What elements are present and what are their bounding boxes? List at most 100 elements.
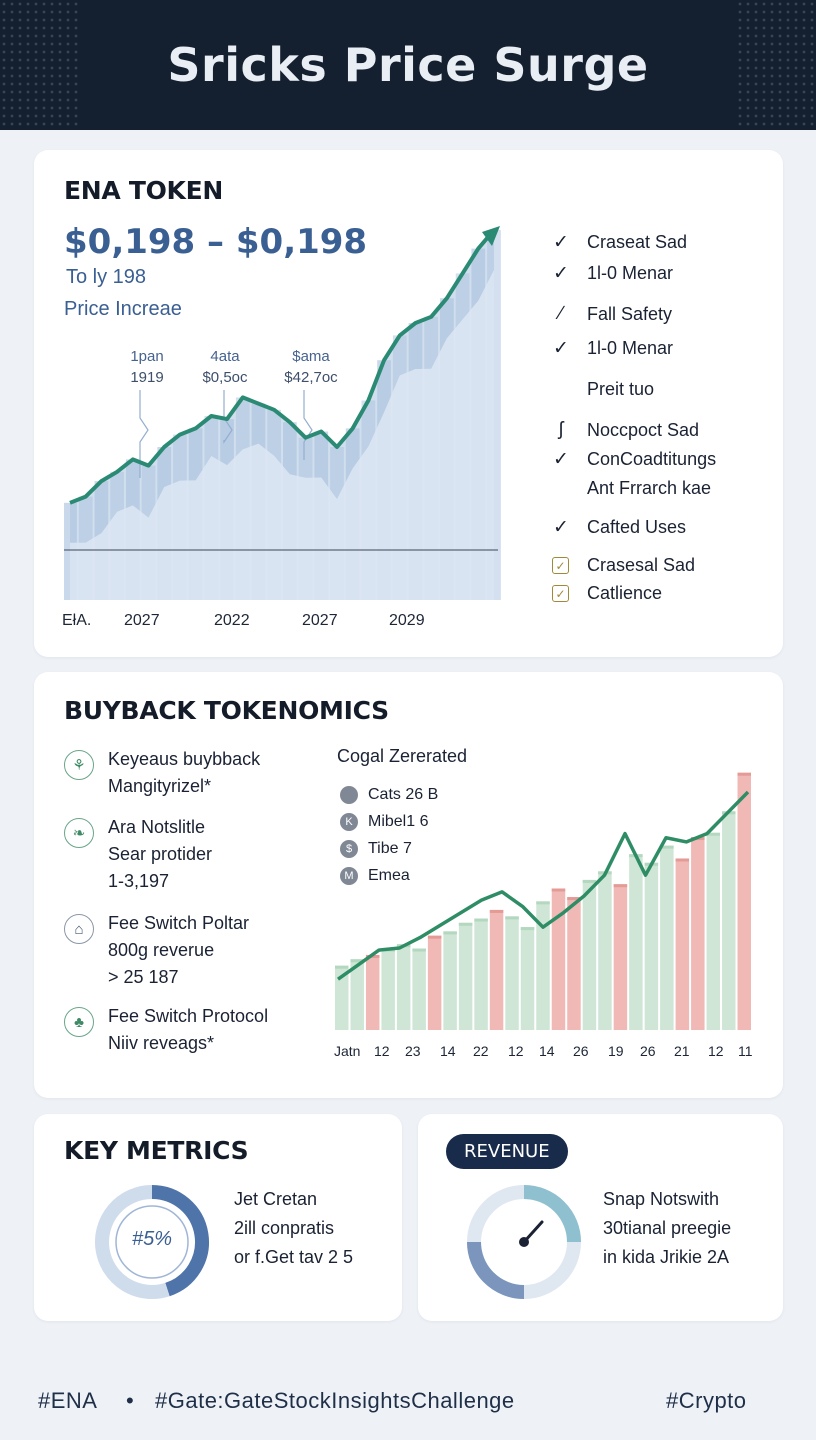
- revenue-card: REVENUE Snap Notswith 30tianal preegie i…: [418, 1114, 783, 1321]
- legend-title: Cogal Zererated: [337, 746, 468, 766]
- feature-label: 1l-0 Menar: [587, 262, 674, 283]
- x-tick-label: 21: [674, 1043, 690, 1059]
- bar-cap: [505, 916, 519, 920]
- bar: [443, 931, 457, 1030]
- buyback-item-line: > 25 187: [108, 967, 179, 987]
- bar-cap: [582, 879, 597, 883]
- buyback-card: BUYBACK TOKENOMICS ⚘ Keyeaus buybback Ma…: [34, 672, 783, 1098]
- gauge-icon: [467, 1185, 581, 1299]
- revenue-line: 30tianal preegie: [603, 1218, 732, 1238]
- x-tick-label: 2029: [389, 612, 425, 629]
- legend-dot-icon: $: [340, 840, 358, 858]
- pencil-check-icon: ✓: [553, 231, 569, 253]
- bar: [737, 772, 751, 1030]
- chart-icon: ⚘: [64, 750, 94, 780]
- bar: [489, 909, 504, 1030]
- bar-cap: [458, 922, 473, 926]
- chart-annotation: $ama $42,7oc: [272, 346, 350, 388]
- buyback-item: ⚘ Keyeaus buybback Mangityrizel*: [64, 746, 260, 800]
- page-title: Sricks Price Surge: [167, 38, 649, 92]
- annotation-value: $42,7oc: [284, 369, 338, 386]
- feature-item: ✓ 1l-0 Menar: [549, 336, 673, 360]
- bar: [427, 935, 442, 1030]
- bar: [396, 944, 411, 1030]
- header-banner: Sricks Price Surge: [0, 0, 816, 130]
- metrics-card-title: KEY METRICS: [64, 1136, 249, 1165]
- buyback-bar-chart: [335, 772, 751, 1030]
- legend-label: Cats 26 B: [368, 786, 439, 803]
- legend-label: Emea: [368, 867, 410, 884]
- book-icon: ❧: [64, 818, 94, 848]
- bar: [536, 901, 550, 1030]
- annotation-label: $ama: [292, 348, 330, 365]
- revenue-badge: REVENUE: [446, 1134, 568, 1169]
- bar: [474, 918, 488, 1030]
- x-tick-label: 14: [440, 1043, 456, 1059]
- check-icon: ✓: [553, 448, 569, 470]
- legend-label: Tibe 7: [368, 840, 412, 857]
- metrics-line: or f.Get tav 2 5: [234, 1247, 354, 1267]
- feature-label: Ant Frrarch kae: [587, 477, 712, 498]
- bar-cap: [489, 909, 504, 913]
- revenue-text: Snap Notswith 30tianal preegie in kida J…: [603, 1185, 731, 1272]
- bar-cap: [335, 965, 349, 969]
- bar: [335, 965, 349, 1030]
- bar-cap: [737, 772, 751, 776]
- buyback-item-line: Ara Notslitle: [108, 817, 206, 837]
- key-metrics-card: KEY METRICS #5% Jet Cretan 2ill conprati…: [34, 1114, 402, 1321]
- bar-cap: [613, 884, 628, 888]
- x-tick-label: 11: [738, 1043, 753, 1059]
- buyback-item: ♣ Fee Switch Protocol Niiv reveags*: [64, 1003, 268, 1057]
- feature-item: Preit tuo: [549, 377, 654, 401]
- donut-center-label: #5%: [131, 1228, 173, 1250]
- bar: [675, 858, 690, 1030]
- bar-cap: [706, 832, 721, 836]
- bar-cap: [536, 901, 550, 905]
- feature-label: Preit tuo: [587, 378, 655, 399]
- donut-slice: [151, 1185, 209, 1297]
- legend-item: Cats 26 B: [340, 786, 438, 804]
- legend-dot-icon: K: [340, 813, 358, 831]
- bar-cap: [350, 959, 364, 963]
- feature-item: ✓ Craseat Sad: [549, 230, 687, 254]
- feature-label: Cafted Uses: [587, 516, 687, 537]
- hashtag-ena[interactable]: #ENA: [38, 1388, 98, 1413]
- x-tick-label: 12: [708, 1043, 724, 1059]
- bar: [350, 959, 364, 1030]
- bar-cap: [675, 858, 690, 862]
- x-tick-label: 23: [405, 1043, 421, 1059]
- hashtag-separator: •: [126, 1388, 135, 1413]
- bar: [505, 916, 519, 1030]
- buyback-item-line: Fee Switch Poltar: [108, 913, 250, 933]
- trend-line: [336, 790, 750, 981]
- x-tick-label: 12: [508, 1043, 524, 1059]
- bar: [598, 871, 612, 1030]
- hashtag-crypto[interactable]: #Crypto: [666, 1388, 747, 1413]
- chart-annotation: 1pan 1919: [122, 346, 172, 388]
- bar: [691, 837, 705, 1030]
- buyback-item: ❧ Ara Notslitle Sear protider 1-3,197: [64, 814, 212, 895]
- legend-item: M Emea: [340, 867, 410, 885]
- legend-dot-icon: M: [340, 867, 358, 885]
- feature-item: ✓ 1l-0 Menar: [549, 261, 673, 285]
- bar-cap: [660, 845, 674, 849]
- bar-cap: [427, 935, 442, 939]
- metrics-line: Jet Cretan: [234, 1189, 318, 1209]
- checkbox-icon: ✓: [552, 585, 569, 602]
- legend-dot-icon: [340, 786, 358, 804]
- bar: [381, 948, 395, 1030]
- bar: [567, 897, 581, 1030]
- bar-cap: [567, 897, 581, 901]
- hashtag-challenge[interactable]: #Gate:GateStockInsightsChallenge: [155, 1388, 515, 1413]
- donut-slice: [95, 1185, 170, 1299]
- buyback-item-line: Sear protider: [108, 844, 213, 864]
- feature-label: 1l-0 Menar: [587, 337, 674, 358]
- metrics-text: Jet Cretan 2ill conpratis or f.Get tav 2…: [234, 1185, 353, 1272]
- feature-label: ConCoadtitungs: [587, 448, 717, 469]
- revenue-line: in kida Jrikie 2A: [603, 1247, 730, 1267]
- feature-item: ✓ Catlience: [549, 583, 662, 604]
- check-icon: ✓: [553, 516, 569, 538]
- buyback-card-title: BUYBACK TOKENOMICS: [64, 696, 389, 725]
- legend-label: Mibel1 6: [368, 813, 429, 830]
- feature-item: ✓ ConCoadtitungs: [549, 447, 716, 471]
